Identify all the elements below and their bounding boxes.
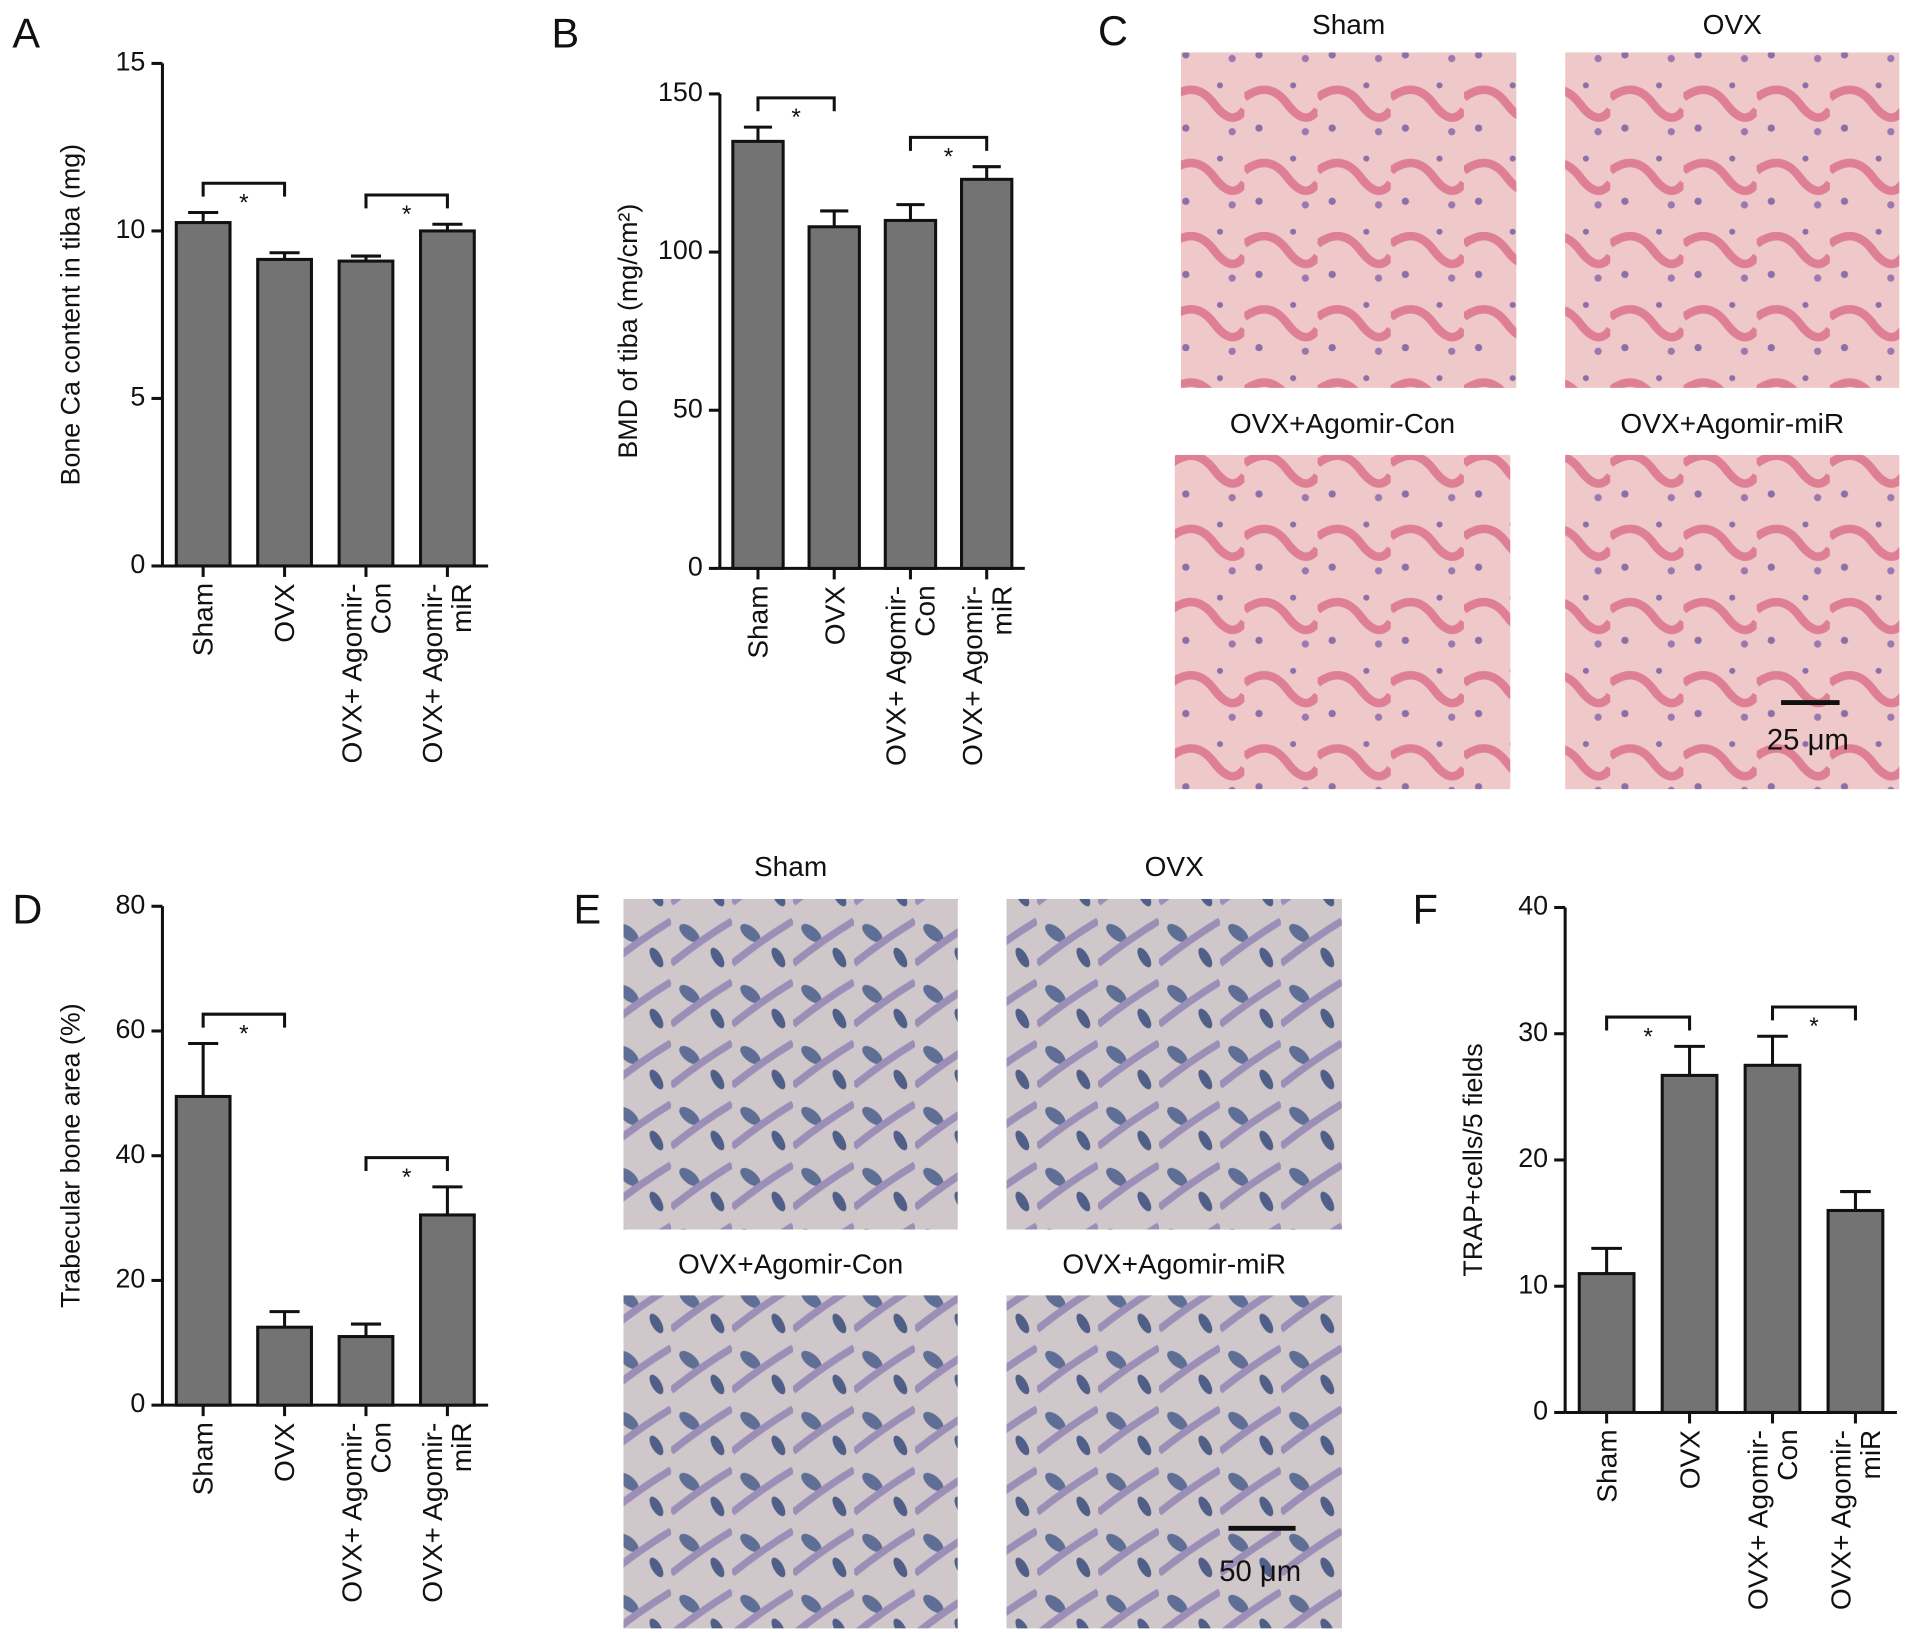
y-axis-label: Bone Ca content in tiba (mg)	[56, 144, 86, 486]
significance-bracket	[1605, 1015, 1692, 1031]
image-label: OVX+Agomir-miR	[1062, 1249, 1286, 1280]
x-tick-label: OVX	[1673, 1429, 1706, 1489]
panel-letter: E	[573, 885, 601, 932]
x-tick-label-box: OVX+ Agomir-miR	[1824, 1429, 1886, 1610]
y-tick-label: 40	[1518, 891, 1548, 921]
panel-letter: C	[1098, 7, 1128, 54]
x-tick-label: OVX+ Agomir-miR	[956, 585, 1018, 766]
micrograph	[1565, 52, 1900, 388]
image-label: OVX+Agomir-Con	[1230, 408, 1455, 439]
bar	[419, 229, 476, 568]
y-tick-label: 100	[658, 235, 703, 265]
bar	[174, 1094, 232, 1407]
x-tick-label-box: OVX+ Agomir-miR	[416, 583, 478, 764]
x-tick-label: OVX+ Agomir-miR	[1824, 1429, 1886, 1610]
bar	[1826, 1208, 1885, 1414]
x-tick-label: Sham	[742, 585, 774, 659]
micrograph	[623, 1295, 958, 1629]
y-tick-label: 5	[130, 382, 145, 412]
y-tick-label: 80	[116, 889, 146, 919]
significance-bracket	[364, 1156, 449, 1172]
y-tick-label: 10	[116, 214, 146, 244]
micrograph	[1174, 454, 1511, 790]
micrograph	[1006, 1295, 1342, 1629]
scale-bar-label: 25 μm	[1767, 724, 1849, 756]
bar	[419, 1213, 476, 1407]
significance-bracket	[201, 1012, 287, 1028]
image-label: OVX	[1145, 851, 1205, 882]
significance-label: *	[402, 1164, 412, 1191]
y-tick-label: 150	[658, 77, 703, 107]
y-tick-label: 60	[116, 1014, 146, 1044]
bar	[731, 139, 785, 570]
bar	[256, 257, 313, 568]
x-tick-label: OVX+ Agomir-miR	[416, 583, 478, 764]
image-label: OVX+Agomir-miR	[1620, 408, 1844, 439]
x-tick-label: Sham	[187, 583, 219, 657]
micrograph	[1180, 52, 1517, 388]
bar	[337, 1335, 395, 1407]
x-tick-label: OVX+ Agomir-Con	[335, 1422, 397, 1603]
y-tick-label: 15	[116, 47, 146, 77]
micrograph	[623, 898, 958, 1230]
y-tick-label: 50	[673, 393, 703, 423]
significance-bracket	[908, 135, 989, 151]
x-tick-label: OVX	[268, 1422, 301, 1482]
y-tick-label: 30	[1518, 1017, 1548, 1047]
panel-letter: D	[12, 885, 42, 932]
bar	[960, 177, 1014, 570]
x-tick-label: Sham	[1590, 1429, 1623, 1503]
y-tick-label: 0	[130, 1388, 145, 1418]
x-tick-label-box: OVX+ Agomir-miR	[956, 585, 1018, 766]
significance-label: *	[402, 201, 412, 228]
significance-label: *	[1643, 1023, 1653, 1050]
bar	[807, 225, 861, 570]
bar	[1577, 1272, 1636, 1414]
significance-label: *	[239, 189, 249, 216]
significance-label: *	[1809, 1013, 1819, 1040]
bar	[337, 259, 395, 568]
panel-letter: A	[12, 10, 40, 57]
image-label: Sham	[1312, 9, 1385, 40]
x-tick-label: OVX+ Agomir-Con	[1741, 1429, 1804, 1610]
significance-label: *	[239, 1020, 249, 1047]
significance-bracket	[364, 193, 449, 209]
image-label: Sham	[754, 851, 827, 882]
x-tick-label: OVX	[818, 585, 850, 645]
x-tick-label: Sham	[187, 1422, 219, 1496]
image-label: OVX	[1703, 9, 1763, 40]
y-tick-label: 40	[116, 1139, 146, 1169]
y-tick-label: 20	[1518, 1143, 1548, 1173]
y-axis-label: TRAP+cells/5 fields	[1458, 1043, 1488, 1276]
y-tick-label: 0	[130, 549, 145, 579]
y-axis-label: BMD of tiba (mg/cm²)	[613, 204, 643, 459]
significance-bracket	[201, 181, 287, 197]
image-label: OVX+Agomir-Con	[678, 1249, 903, 1280]
bar	[1660, 1073, 1719, 1414]
x-tick-label: OVX+ Agomir-Con	[335, 583, 397, 764]
x-tick-label: OVX+ Agomir-miR	[416, 1422, 478, 1603]
panel-letter: F	[1413, 885, 1438, 932]
y-axis-label: Trabecular bone area (%)	[56, 1003, 86, 1308]
y-tick-label: 10	[1518, 1269, 1548, 1299]
x-tick-label: OVX	[268, 583, 301, 643]
x-tick-label-box: OVX+ Agomir-miR	[416, 1422, 478, 1603]
significance-bracket	[1770, 1005, 1857, 1021]
significance-label: *	[944, 144, 954, 171]
significance-label: *	[791, 104, 801, 131]
significance-bracket	[756, 96, 836, 112]
bar	[883, 218, 938, 570]
panel-letter: B	[552, 10, 580, 57]
micrograph	[1565, 454, 1900, 790]
scale-bar-label: 50 μm	[1219, 1556, 1301, 1588]
micrograph	[1006, 898, 1342, 1230]
y-tick-label: 20	[116, 1264, 146, 1294]
bar	[1743, 1063, 1802, 1414]
bar	[174, 221, 232, 568]
bar	[256, 1325, 313, 1407]
y-tick-label: 0	[688, 551, 703, 581]
y-tick-label: 0	[1533, 1396, 1548, 1426]
